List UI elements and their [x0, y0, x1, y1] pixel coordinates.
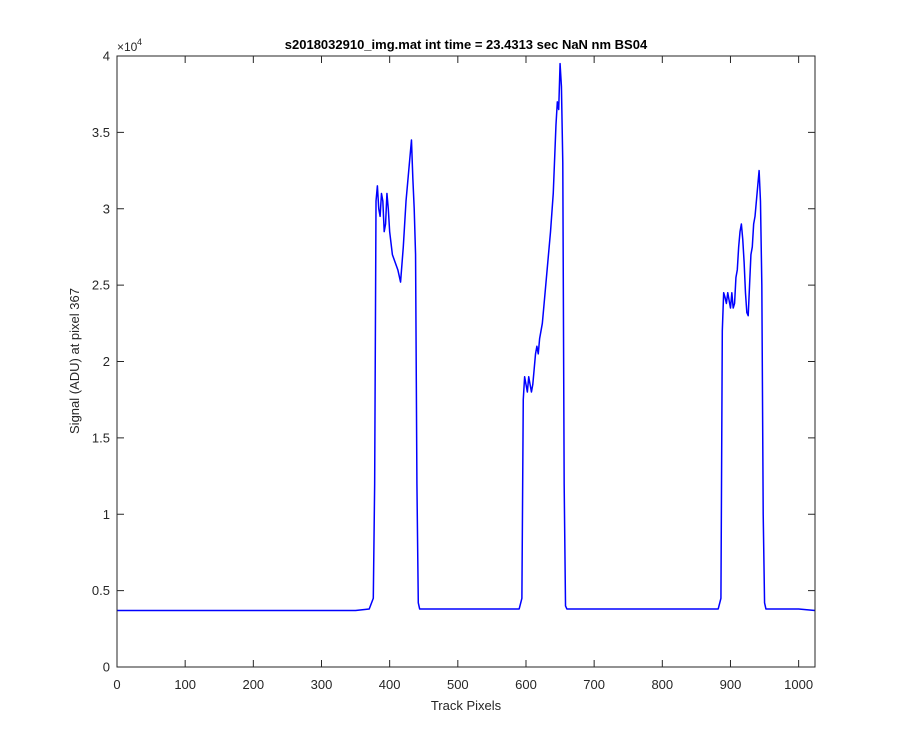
y-tick-label: 3 — [103, 201, 110, 216]
x-tick-label: 400 — [379, 677, 401, 692]
ticks-layer: 0 100 200 300 400 500 600 700 800 900 1000 0 0.5 1 1.5… — [92, 49, 815, 692]
y-exponent-power: 4 — [137, 37, 142, 47]
y-exponent-label: ×10 4 — [117, 37, 142, 54]
x-tick-label: 100 — [174, 677, 196, 692]
x-tick-label: 800 — [651, 677, 673, 692]
y-tick-label: 0 — [103, 660, 110, 675]
plot-area — [117, 56, 815, 667]
y-axis-label: Signal (ADU) at pixel 367 — [67, 288, 82, 434]
y-tick-label: 0.5 — [92, 583, 110, 598]
y-tick-label: 2.5 — [92, 278, 110, 293]
x-tick-label: 700 — [583, 677, 605, 692]
series-layer — [117, 62, 816, 612]
chart-title: s2018032910_img.mat int time = 23.4313 s… — [285, 37, 648, 52]
x-tick-label: 600 — [515, 677, 537, 692]
y-tick-label: 1 — [103, 507, 110, 522]
x-tick-label: 500 — [447, 677, 469, 692]
x-tick-label: 0 — [113, 677, 120, 692]
y-tick-label: 1.5 — [92, 430, 110, 445]
y-tick-label: 2 — [103, 354, 110, 369]
plot-frame — [116, 55, 816, 668]
x-tick-label: 200 — [242, 677, 264, 692]
signal-series-line — [117, 62, 816, 612]
x-tick-label: 300 — [311, 677, 333, 692]
x-tick-label: 900 — [720, 677, 742, 692]
x-axis-label: Track Pixels — [431, 698, 502, 713]
y-tick-label: 3.5 — [92, 125, 110, 140]
y-tick-label: 4 — [103, 49, 110, 64]
y-exponent-base: ×10 — [117, 40, 138, 54]
x-tick-label: 1000 — [784, 677, 813, 692]
